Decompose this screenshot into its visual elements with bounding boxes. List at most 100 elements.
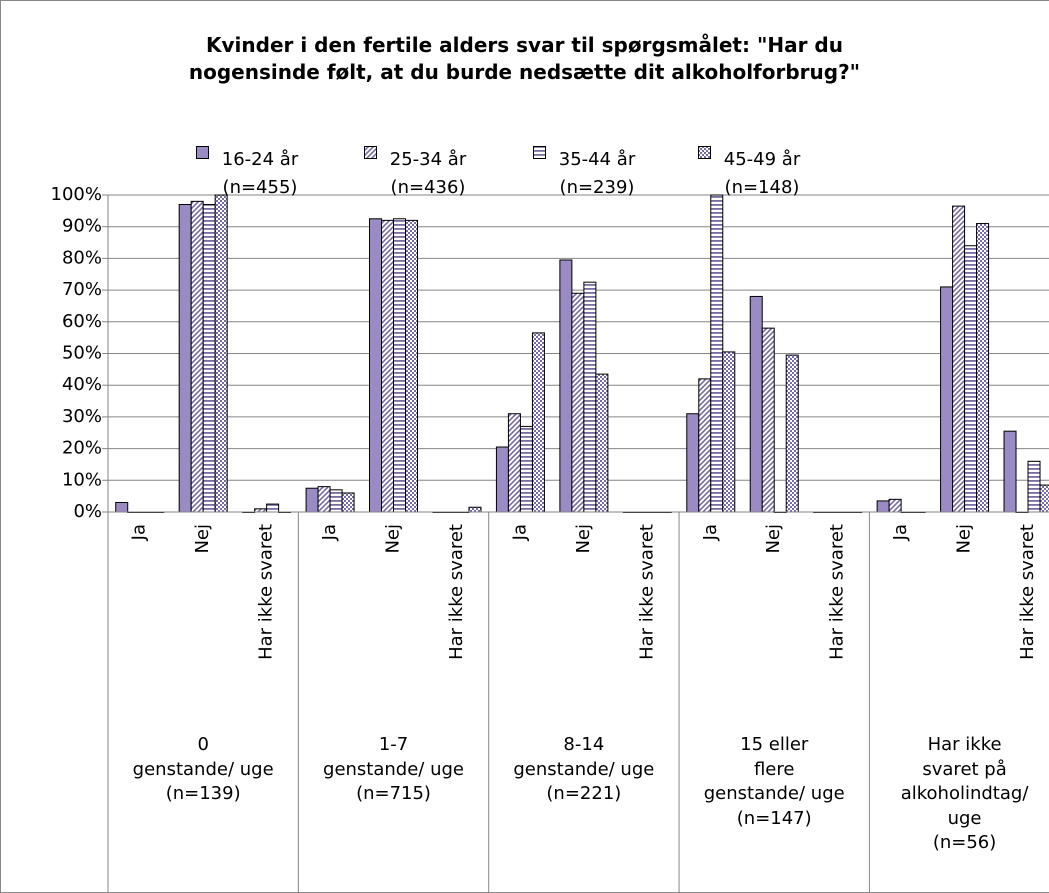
bar <box>571 292 585 513</box>
group-label-line: 1-7 <box>378 734 409 755</box>
bar <box>178 204 192 513</box>
bar <box>1003 430 1017 513</box>
bar <box>722 351 736 513</box>
y-tick-label: 70% <box>62 279 102 300</box>
bar <box>115 501 129 513</box>
bar <box>749 295 763 513</box>
group-label: Har ikke svaret på alkoholindtag/uge (n=56) <box>869 733 1049 856</box>
bar <box>559 259 573 513</box>
bar <box>202 204 216 513</box>
legend-item: 35-44 år (n=239) <box>533 146 661 202</box>
x-tick-label: Har ikke svaret <box>1017 524 1038 660</box>
y-tick-label: 60% <box>62 311 102 332</box>
legend-swatch-box <box>196 146 209 159</box>
bar <box>317 486 331 513</box>
bar <box>531 332 545 513</box>
group-label-line: flere <box>753 758 795 780</box>
y-tick-label: 0% <box>73 501 102 522</box>
group-label-line: uge <box>947 807 982 829</box>
group-label-line: genstande/ uge <box>323 758 464 780</box>
bar <box>329 489 343 513</box>
x-tick-label: Ja <box>509 524 530 541</box>
legend-label: 35-44 år (n=239) <box>558 149 636 198</box>
bar <box>214 194 228 513</box>
x-tick-label: Ja <box>700 524 721 541</box>
legend-swatch-box <box>533 146 546 159</box>
group-label: 0 genstande/ uge (n=139) <box>108 733 298 807</box>
group-label-line: Har ikke <box>927 734 1002 755</box>
legend-swatch <box>196 146 209 159</box>
group-label: 8-14 genstande/ uge (n=221) <box>489 733 679 807</box>
y-tick-label: 80% <box>62 247 102 268</box>
x-tick-label: Har ikke svaret <box>256 524 277 660</box>
group-label-line: (n=221) <box>546 783 622 804</box>
group-label-line: genstande/ uge <box>703 783 845 804</box>
chart-title: Kvinder i den fertile alders svar til sp… <box>0 32 1049 86</box>
group-label-line: (n=715) <box>356 783 431 804</box>
bar <box>305 487 319 513</box>
bar <box>785 354 799 513</box>
bar <box>888 498 902 513</box>
legend-swatch-box <box>364 146 377 159</box>
group-label-line: svaret på <box>922 758 1007 780</box>
bar <box>698 378 712 513</box>
legend-swatch <box>533 146 546 159</box>
group-label-line: 0 <box>197 734 209 755</box>
bar <box>495 446 509 513</box>
x-tick-label: Ja <box>890 524 911 541</box>
x-tick-label: Har ikke svaret <box>636 524 657 660</box>
bar <box>940 286 954 513</box>
bar <box>468 506 482 513</box>
bar <box>710 194 724 513</box>
bar <box>266 503 280 513</box>
group-label-line: 8-14 <box>563 734 605 755</box>
legend-label: 25-34 år (n=436) <box>389 149 467 198</box>
legend-label: 45-49 år (n=148) <box>723 149 801 198</box>
group-label-line: (n=139) <box>165 783 241 804</box>
group-label-line: 15 eller <box>740 734 809 755</box>
bar <box>369 218 383 513</box>
bar <box>381 219 395 513</box>
group-label-line: (n=147) <box>736 807 812 829</box>
x-tick-label: Ja <box>129 524 150 541</box>
bar <box>761 327 775 513</box>
bar <box>519 425 533 513</box>
x-tick-label: Nej <box>763 524 784 554</box>
group-label-line: (n=56) <box>932 832 997 853</box>
x-tick-label: Nej <box>573 524 594 554</box>
x-tick-label: Har ikke svaret <box>827 524 848 660</box>
legend-label: 16-24 år (n=455) <box>221 149 299 198</box>
bar <box>952 205 966 513</box>
y-tick-label: 20% <box>62 438 102 459</box>
x-tick-label: Nej <box>383 524 404 554</box>
y-tick-label: 100% <box>51 184 102 205</box>
legend-item: 25-34 år (n=436) <box>364 146 492 202</box>
x-tick-label: Nej <box>954 524 975 554</box>
x-tick-label: Ja <box>319 524 340 541</box>
bar <box>1039 484 1049 513</box>
bar <box>1027 460 1041 513</box>
bar <box>190 200 204 513</box>
group-label: 15 eller flere genstande/ uge (n=147) <box>679 733 869 831</box>
legend-swatch <box>698 146 711 159</box>
x-tick-label: Har ikke svaret <box>446 524 467 660</box>
bar <box>595 373 609 513</box>
title-line: nogensinde følt, at du burde nedsætte di… <box>188 60 861 84</box>
bar <box>393 218 407 513</box>
legend-swatch <box>364 146 377 159</box>
legend-item: 45-49 år (n=148) <box>698 146 826 202</box>
group-label: 1-7 genstande/ uge (n=715) <box>298 733 488 807</box>
y-tick-label: 50% <box>62 343 102 364</box>
y-tick-label: 10% <box>62 469 102 490</box>
y-tick-label: 30% <box>62 406 102 427</box>
bar <box>964 245 978 513</box>
bar <box>976 223 990 513</box>
group-label-line: genstande/ uge <box>132 758 274 780</box>
bar <box>341 492 355 513</box>
bar <box>686 413 700 513</box>
y-tick-label: 40% <box>62 374 102 395</box>
title-line: Kvinder i den fertile alders svar til sp… <box>206 33 843 57</box>
group-label-line: genstande/ uge <box>513 758 655 780</box>
